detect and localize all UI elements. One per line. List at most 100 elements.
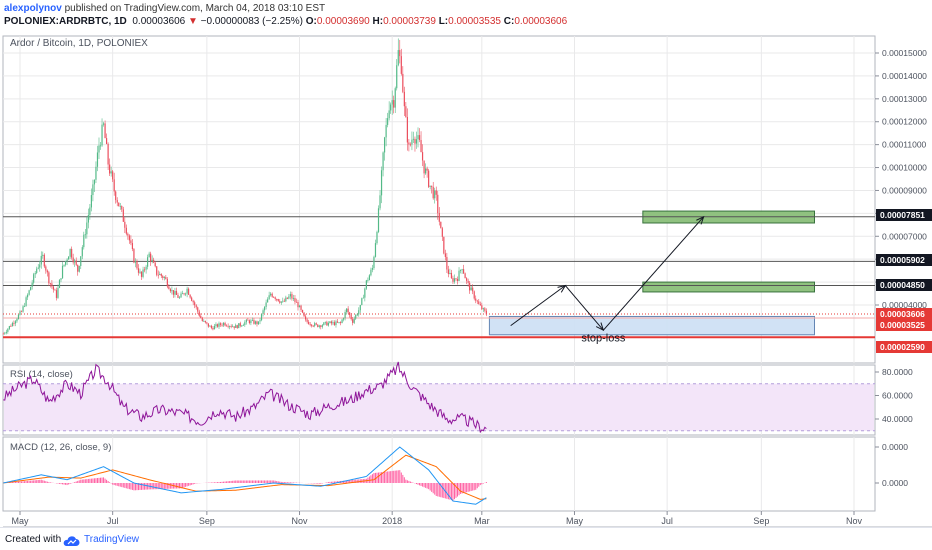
candle-body — [72, 257, 74, 263]
candle-body — [31, 282, 33, 288]
candle-body — [382, 152, 384, 171]
created-with-label: Created with — [5, 534, 62, 545]
candle-body — [417, 135, 419, 140]
candle-body — [292, 298, 295, 299]
candle-body — [341, 319, 343, 323]
open-label: O: — [305, 16, 317, 27]
x-tick-label: Jul — [107, 516, 119, 526]
candle-body — [484, 308, 486, 311]
candle-body — [200, 315, 202, 319]
candle-body — [174, 290, 176, 295]
candle-body — [51, 283, 53, 287]
rsi-y-tick-label: 80.0000 — [882, 367, 913, 377]
candle-body — [428, 170, 430, 187]
candle-body — [286, 297, 288, 299]
candle-body — [150, 253, 152, 262]
candle-body — [133, 249, 135, 263]
candle-body — [84, 234, 86, 236]
candle-body — [192, 300, 194, 303]
y-tick-label: 0.00013000 — [882, 94, 927, 104]
candle-body — [58, 279, 61, 288]
candle-body — [81, 247, 83, 257]
candle-body — [4, 332, 6, 334]
candle-body — [358, 310, 360, 315]
candle-body — [342, 318, 345, 320]
candle-body — [210, 325, 213, 328]
candle-body — [134, 261, 137, 263]
tradingview-cloud-icon[interactable] — [62, 534, 80, 550]
candle-body — [456, 279, 459, 282]
candle-body — [260, 314, 263, 321]
candle-body — [301, 309, 304, 313]
candle-body — [197, 307, 199, 312]
candle-body — [333, 322, 336, 326]
candle-body — [317, 324, 319, 327]
candle-body — [467, 280, 469, 283]
candle-body — [244, 322, 246, 325]
candle-body — [353, 318, 355, 323]
close-value: 0.00003606 — [514, 16, 568, 27]
price-label: 0.00003606 — [880, 309, 925, 319]
entry-zone — [488, 315, 816, 336]
candle-body — [55, 290, 58, 298]
candle-body — [48, 272, 50, 284]
candle-body — [232, 326, 234, 328]
candle-body — [156, 266, 158, 275]
candle-body — [23, 305, 26, 307]
candle-body — [206, 322, 208, 324]
candle-body — [148, 253, 150, 258]
candle-body — [379, 195, 381, 209]
candle-body — [396, 65, 398, 89]
candle-body — [332, 322, 334, 324]
candle-body — [46, 270, 48, 273]
candle-body — [385, 124, 387, 138]
candle-body — [89, 207, 91, 215]
candle-body — [338, 322, 340, 324]
candle-body — [137, 268, 140, 273]
high-value: 0.00003739 — [383, 16, 436, 27]
candle-body — [280, 301, 282, 303]
candle-body — [178, 297, 181, 299]
candle-body — [250, 320, 252, 324]
high-label: H: — [372, 16, 384, 27]
candle-body — [198, 311, 200, 316]
candle-body — [323, 322, 325, 326]
candle-body — [78, 265, 80, 272]
candle-body — [259, 320, 261, 322]
candle-body — [71, 248, 73, 258]
candle-body — [166, 279, 168, 287]
y-tick-label: 0.00011000 — [882, 140, 927, 150]
candle-body — [22, 306, 24, 312]
candle-body — [429, 185, 431, 187]
candle-body — [447, 269, 449, 274]
symbol-label: POLONIEX:ARDRBTC, 1D — [4, 16, 127, 27]
candle-body — [86, 222, 88, 235]
candle-body — [440, 221, 442, 229]
candle-body — [30, 287, 32, 291]
candle-body — [57, 287, 59, 298]
candle-body — [418, 135, 421, 140]
rsi-y-tick-label: 40.0000 — [882, 414, 913, 424]
candle-body — [49, 283, 51, 285]
candle-body — [350, 314, 352, 320]
price-label: 0.00005902 — [880, 255, 925, 265]
candle-body — [177, 294, 179, 298]
price-chart[interactable]: May Jul Sep Nov 2018 Mar May Jul Sep Nov 0.0000400… — [0, 0, 932, 527]
candle-body — [268, 295, 270, 300]
tradingview-brand-link[interactable]: TradingView — [84, 534, 140, 545]
candle-body — [33, 274, 35, 283]
candle-body — [61, 265, 64, 279]
author-link[interactable]: alexpolynov — [4, 3, 62, 14]
candle-body — [159, 273, 161, 275]
footer-bar: Created with TradingView — [0, 527, 932, 550]
candle-body — [226, 325, 228, 327]
candle-body — [365, 280, 367, 289]
projection-arrow-segment — [602, 216, 704, 331]
x-tick-label: May — [11, 516, 29, 526]
main-pane — [2, 35, 876, 364]
candle-body — [2, 333, 4, 335]
candle-body — [142, 269, 144, 277]
candle-body — [113, 179, 115, 192]
candle-body — [479, 304, 481, 306]
candle-body — [93, 179, 96, 185]
